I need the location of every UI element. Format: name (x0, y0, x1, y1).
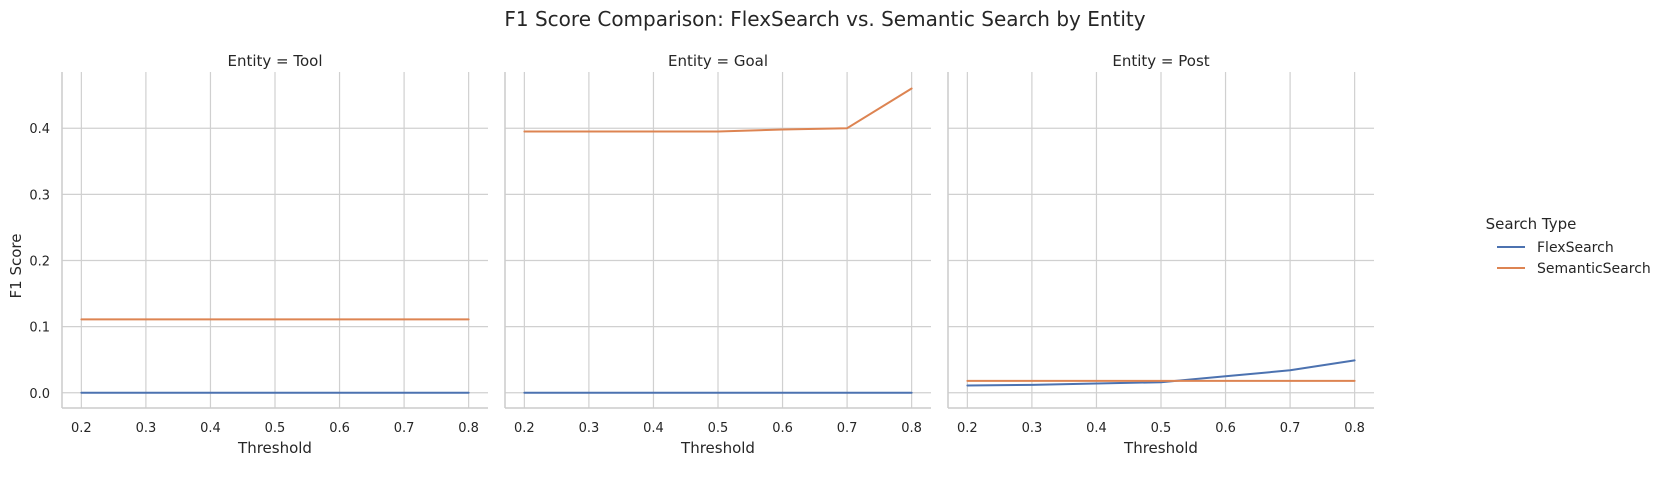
y-tick-label: 0.0 (29, 387, 50, 402)
facet-panels: 0.2 0.3 0.4 0.5 0.6 0.7 0.8 0.0 0.1 0.2 0.3 0.4 Enti… (29, 52, 1374, 457)
x-tick-label: 0.8 (458, 421, 479, 436)
x-tick-label: 0.3 (1022, 421, 1043, 436)
x-tick-label: 0.5 (265, 421, 286, 436)
y-tick-label: 0.3 (29, 188, 50, 203)
x-tick-label: 0.2 (957, 421, 978, 436)
y-tick-label: 0.1 (29, 321, 50, 336)
legend-entry: FlexSearch (1537, 240, 1614, 256)
x-axis-label: Threshold (1123, 439, 1198, 457)
y-tick-label: 0.2 (29, 255, 50, 270)
x-tick-label: 0.7 (837, 421, 858, 436)
x-axis-label: Threshold (237, 439, 312, 457)
x-tick-label: 0.3 (136, 421, 157, 436)
series-line-semanticsearch (523, 87, 913, 133)
x-tick-label: 0.4 (1086, 421, 1107, 436)
x-tick-label: 0.7 (394, 421, 415, 436)
legend-entry: SemanticSearch (1537, 261, 1651, 277)
x-tick-label: 0.6 (772, 421, 793, 436)
chart-title: F1 Score Comparison: FlexSearch vs. Sema… (504, 7, 1145, 31)
facet-panel: 0.2 0.3 0.4 0.5 0.6 0.7 0.8 Entity = Post Thresh… (947, 52, 1374, 457)
x-tick-label: 0.6 (1215, 421, 1236, 436)
x-tick-label: 0.4 (643, 421, 664, 436)
y-axis-label: F1 Score (7, 234, 25, 299)
x-axis-label: Threshold (680, 439, 755, 457)
facet-panel: 0.2 0.3 0.4 0.5 0.6 0.7 0.8 Entity = Goal Thresh… (504, 52, 931, 457)
x-tick-label: 0.5 (1151, 421, 1172, 436)
x-tick-label: 0.8 (901, 421, 922, 436)
x-tick-label: 0.2 (514, 421, 535, 436)
facet-title: Entity = Post (1112, 52, 1209, 70)
x-tick-label: 0.6 (329, 421, 350, 436)
facet-title: Entity = Goal (668, 52, 768, 70)
x-tick-label: 0.2 (71, 421, 92, 436)
facet-panel: 0.2 0.3 0.4 0.5 0.6 0.7 0.8 0.0 0.1 0.2 0.3 0.4 Enti… (29, 52, 488, 457)
x-tick-label: 0.8 (1344, 421, 1365, 436)
x-tick-label: 0.3 (579, 421, 600, 436)
series-line-flexsearch (966, 359, 1356, 387)
x-tick-label: 0.7 (1280, 421, 1301, 436)
facet-title: Entity = Tool (227, 52, 322, 70)
x-tick-label: 0.5 (708, 421, 729, 436)
y-tick-label: 0.4 (29, 122, 50, 137)
legend-title: Search Type (1486, 215, 1577, 233)
x-tick-label: 0.4 (200, 421, 221, 436)
legend: Search Type FlexSearch SemanticSearch (1486, 215, 1651, 277)
